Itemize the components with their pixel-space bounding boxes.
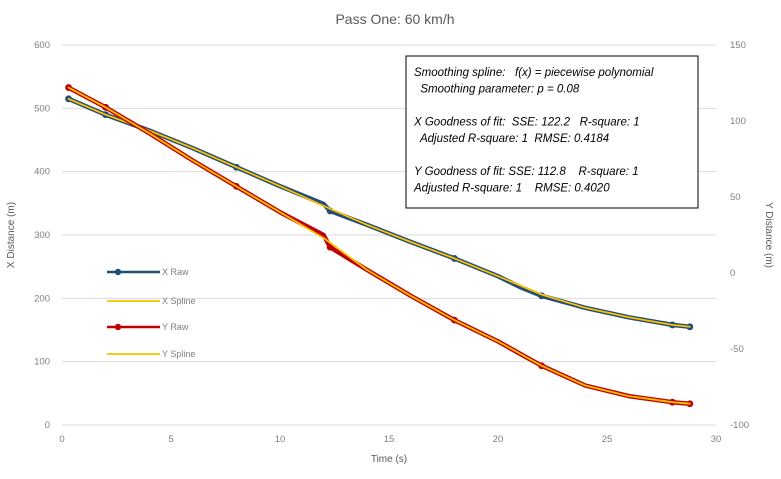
y2-tick-label-1: -50 — [730, 344, 744, 355]
legend-x-raw-marker — [114, 268, 122, 276]
annotation-box — [405, 55, 699, 209]
y-tick-label-4: 400 — [34, 167, 50, 178]
annotation-line-6: Y Goodness of fit: SSE: 112.8 R-square: … — [414, 166, 639, 178]
y-tick-label-1: 100 — [34, 357, 50, 368]
annotation-text: Smoothing spline: f(x) = piecewise polyn… — [413, 67, 654, 195]
annotation-line-0: Smoothing spline: f(x) = piecewise polyn… — [414, 67, 654, 79]
y-axis-label: X Distance (m) — [6, 202, 17, 268]
series-group — [65, 84, 694, 408]
y2-tick-label-0: -100 — [730, 420, 749, 431]
legend-x-spline-label: X Spline — [162, 296, 196, 306]
chart-title: Pass One: 60 km/h — [335, 11, 454, 27]
legend-x-raw-label: X Raw — [162, 267, 189, 277]
annotation-line-7: Adjusted R-square: 1 RMSE: 0.4020 — [413, 183, 610, 195]
y2-tick-label-5: 150 — [730, 40, 746, 51]
y2-tick-labels: -100 -50 0 50 100 150 — [730, 40, 749, 431]
x-tick-labels: 0 5 10 15 20 25 30 — [59, 434, 721, 445]
legend-y-raw-marker — [114, 323, 122, 331]
x-tick-label-6: 30 — [711, 434, 722, 445]
legend: X Raw X Spline Y Raw Y Spline — [107, 267, 196, 359]
annotation-line-3: X Goodness of fit: SSE: 122.2 R-square: … — [413, 117, 640, 129]
annotation-line-4: Adjusted R-square: 1 RMSE: 0.4184 — [414, 133, 609, 145]
series-y-raw-point-7 — [326, 243, 334, 251]
x-tick-label-0: 0 — [59, 434, 64, 445]
x-tick-label-5: 25 — [602, 434, 613, 445]
y-tick-label-3: 300 — [34, 230, 50, 241]
x-tick-label-4: 20 — [493, 434, 504, 445]
y2-tick-label-2: 0 — [730, 268, 735, 279]
y-tick-label-2: 200 — [34, 293, 50, 304]
series-y-spline-line — [67, 86, 691, 405]
y2-tick-label-3: 50 — [730, 192, 741, 203]
y2-tick-label-4: 100 — [730, 116, 746, 127]
y-tick-label-0: 0 — [45, 420, 50, 431]
series-x-spline-line — [67, 97, 691, 328]
y2-axis-label: Y Distance (m) — [763, 202, 774, 268]
x-tick-label-3: 15 — [384, 434, 395, 445]
y-tick-label-5: 500 — [34, 103, 50, 114]
y-tick-label-6: 600 — [34, 40, 50, 51]
legend-y-raw-label: Y Raw — [162, 322, 189, 332]
annotation-line-1: Smoothing parameter: p = 0.08 — [414, 84, 580, 96]
x-tick-label-2: 10 — [275, 434, 286, 445]
y-tick-labels: 0 100 200 300 400 500 600 — [34, 40, 50, 431]
x-axis-label: Time (s) — [371, 454, 407, 465]
legend-y-spline-label: Y Spline — [162, 349, 195, 359]
x-tick-label-1: 5 — [168, 434, 173, 445]
